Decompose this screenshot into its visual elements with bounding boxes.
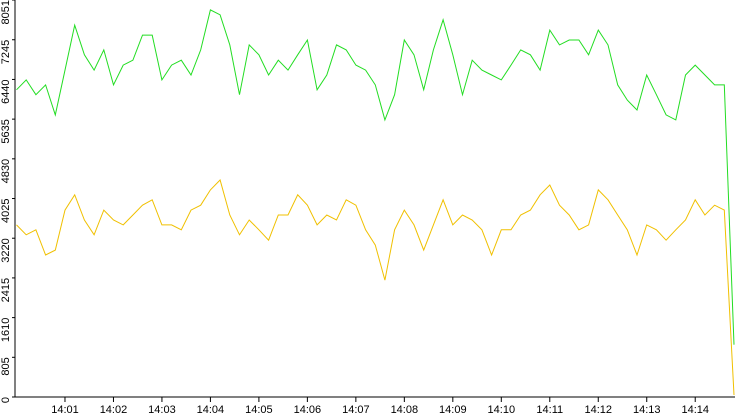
y-tick-label: 0: [0, 397, 12, 403]
y-tick-label: 5635: [0, 119, 12, 143]
series-line: [16, 9, 735, 345]
series-line: [16, 179, 735, 396]
y-tick-label: 7245: [0, 40, 12, 64]
x-tick-label: 14:03: [148, 404, 176, 415]
x-tick-label: 14:14: [681, 404, 709, 415]
y-tick-label: 2415: [0, 278, 12, 302]
y-tick-label: 4830: [0, 159, 12, 183]
y-tick-label: 1610: [0, 318, 12, 342]
y-tick-label: 6440: [0, 79, 12, 103]
x-tick-label: 14:07: [342, 404, 370, 415]
x-tick-label: 14:12: [584, 404, 612, 415]
y-tick-label: 8051: [0, 0, 12, 24]
x-tick-label: 14:08: [391, 404, 419, 415]
x-tick-label: 14:09: [439, 404, 467, 415]
x-tick-label: 14:10: [488, 404, 516, 415]
y-tick-label: 4025: [0, 199, 12, 223]
y-tick-label: 805: [0, 357, 12, 375]
x-tick-label: 14:02: [100, 404, 128, 415]
x-tick-label: 14:06: [294, 404, 322, 415]
x-tick-label: 14:04: [197, 404, 225, 415]
x-tick-label: 14:05: [245, 404, 273, 415]
x-tick-label: 14:01: [51, 404, 79, 415]
x-tick-label: 14:11: [536, 404, 563, 415]
x-tick-label: 14:13: [633, 404, 661, 415]
y-tick-label: 3220: [0, 238, 12, 262]
